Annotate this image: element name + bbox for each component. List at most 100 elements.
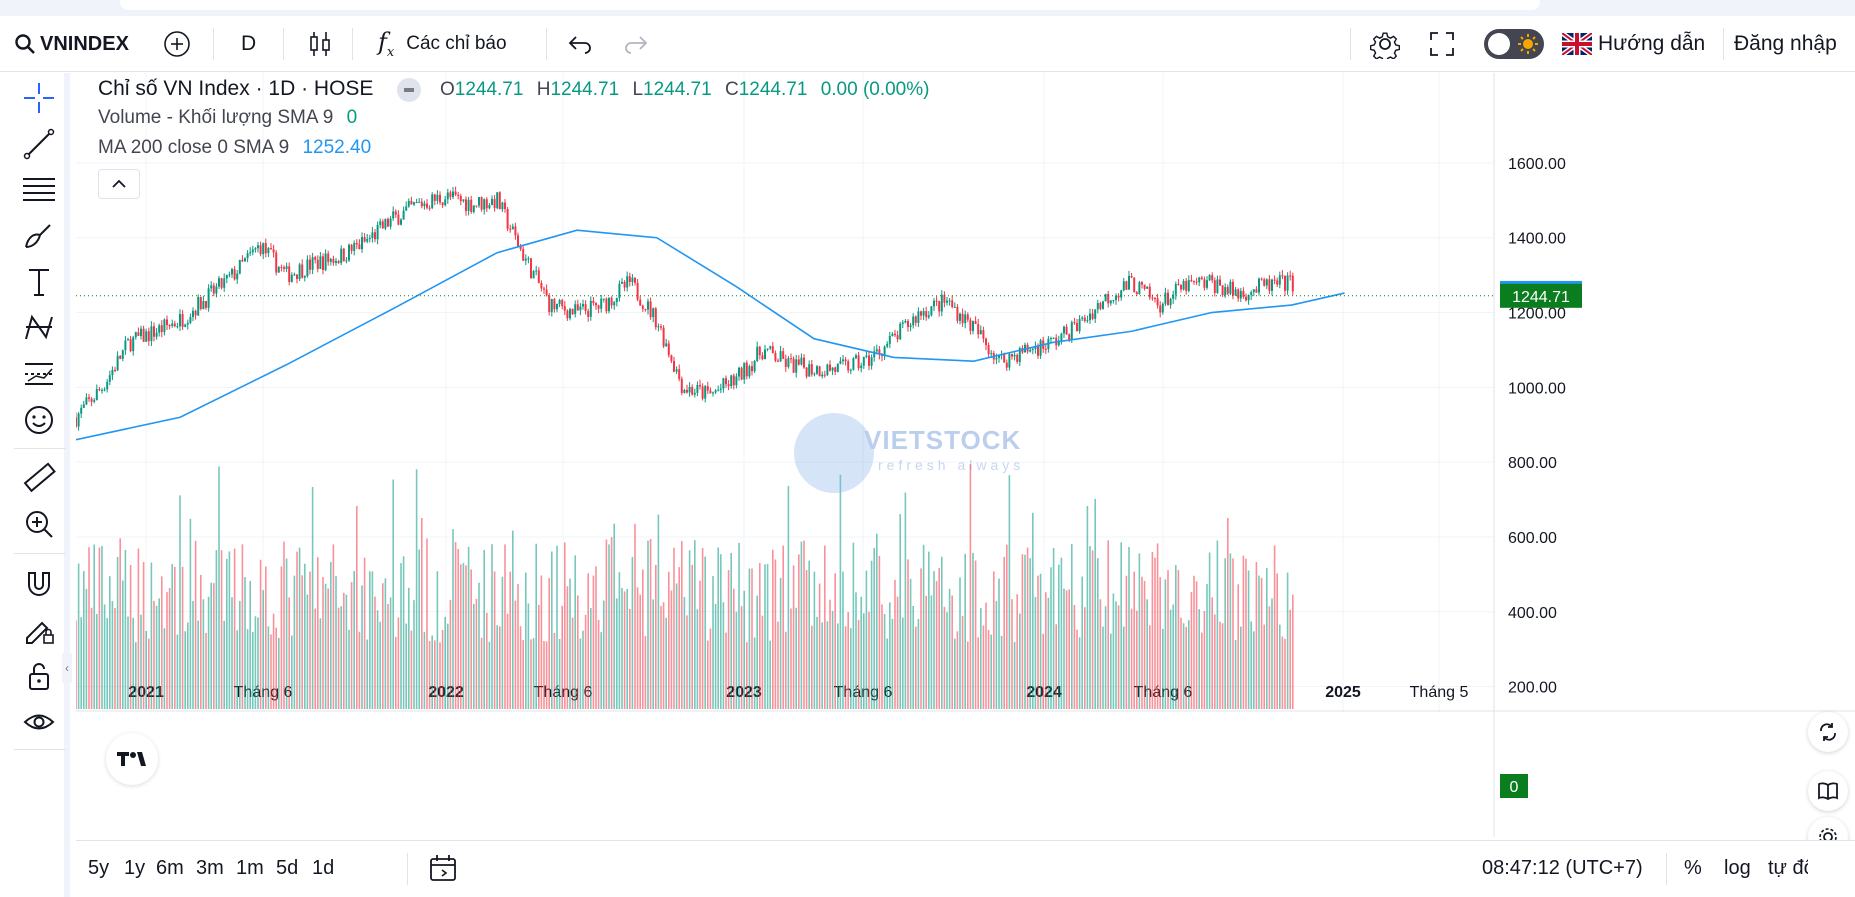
forecast-tool[interactable]	[18, 353, 60, 395]
volume-bar	[124, 549, 127, 709]
candle-body	[519, 246, 522, 250]
candle-body	[634, 277, 636, 283]
crosshair-tool[interactable]	[18, 77, 60, 119]
volume-bar	[943, 606, 946, 709]
last-price-tag: 1244.71	[1512, 289, 1570, 306]
volume-bar	[345, 594, 348, 709]
legend-volume[interactable]: Volume - Khối lượng SMA 9 0	[98, 107, 357, 129]
volume-bar	[1034, 597, 1037, 709]
candle-body	[379, 221, 382, 226]
volume-bar	[111, 601, 114, 709]
brush-tool[interactable]	[18, 215, 60, 257]
volume-bar	[369, 571, 371, 709]
volume-bar	[1268, 606, 1271, 709]
undo-button[interactable]	[567, 26, 593, 62]
volume-bar	[886, 638, 888, 709]
candle-body	[1089, 313, 1091, 321]
candle-body	[808, 364, 811, 377]
clock[interactable]: 08:47:12 (UTC+7)	[1482, 857, 1643, 879]
guide-link[interactable]: Hướng dẫn	[1562, 26, 1705, 62]
candle-body	[914, 316, 917, 323]
candle-body	[418, 201, 421, 203]
volume-bar	[964, 553, 966, 709]
volume-bar	[298, 547, 301, 709]
candle-body	[1086, 320, 1089, 322]
book-button[interactable]	[1808, 771, 1848, 811]
zoom-tool[interactable]	[18, 503, 60, 545]
settings-button[interactable]	[1370, 26, 1400, 62]
candle-body	[433, 194, 436, 201]
range-button-1y[interactable]: 1y	[124, 857, 146, 879]
candle-body	[1180, 284, 1182, 290]
hide-drawings-tool[interactable]	[18, 701, 60, 743]
volume-bar	[1029, 558, 1031, 709]
candle-body	[1219, 279, 1221, 286]
symbol-search[interactable]: VNINDEX	[14, 26, 129, 62]
login-link[interactable]: Đăng nhập	[1734, 32, 1837, 55]
volume-bar	[1260, 577, 1263, 709]
range-button-5y[interactable]: 5y	[88, 857, 110, 879]
candle-body	[246, 253, 249, 259]
chart-type-button[interactable]	[307, 26, 333, 62]
compare-button[interactable]	[163, 26, 191, 62]
zoom-in-icon	[26, 511, 53, 538]
candle-body	[756, 346, 759, 362]
range-button-6m[interactable]: 6m	[156, 857, 184, 879]
range-button-1m[interactable]: 1m	[236, 857, 264, 879]
interval-button[interactable]: D	[241, 32, 257, 55]
candle-body	[329, 258, 332, 262]
lock-drawings-tool[interactable]	[18, 609, 60, 651]
redo-button[interactable]	[623, 26, 649, 62]
volume-bar	[753, 637, 756, 709]
candle-body	[124, 340, 127, 351]
volume-bar	[660, 606, 662, 709]
y-tick-label: 1400.00	[1508, 231, 1566, 248]
candle-body	[1083, 317, 1086, 321]
candle-body	[1159, 305, 1162, 313]
pattern-tool[interactable]	[18, 307, 60, 349]
candle-body	[228, 274, 231, 276]
volume-bar	[608, 544, 610, 709]
volume-bar	[1130, 608, 1133, 709]
volume-bar	[808, 560, 810, 709]
fullscreen-button[interactable]	[1428, 26, 1456, 62]
range-button-3m[interactable]: 3m	[196, 857, 224, 879]
legend-ma[interactable]: MA 200 close 0 SMA 9 1252.40	[98, 137, 371, 159]
volume-bar	[223, 620, 225, 709]
volume-bar	[584, 614, 587, 709]
watermark-subtitle: refresh always	[878, 457, 1025, 473]
compare-symbols-button[interactable]	[1808, 712, 1848, 752]
fib-tool[interactable]	[18, 169, 60, 211]
candle-body	[654, 308, 657, 328]
emoji-tool[interactable]	[18, 399, 60, 441]
percent-toggle[interactable]: %	[1684, 857, 1702, 879]
range-button-5d[interactable]: 5d	[276, 857, 299, 879]
volume-bar	[889, 602, 891, 709]
volume-bar	[535, 543, 537, 709]
goto-date-button[interactable]	[428, 853, 458, 888]
indicators-button[interactable]: fx Các chỉ báo	[378, 26, 507, 62]
measure-tool[interactable]	[18, 457, 60, 499]
unlock-tool[interactable]	[18, 655, 60, 697]
log-toggle[interactable]: log	[1724, 857, 1751, 879]
candle-body	[215, 286, 218, 294]
text-tool[interactable]	[18, 261, 60, 303]
candle-body	[485, 199, 488, 209]
legend-collapse-button[interactable]	[396, 77, 421, 102]
theme-toggle[interactable]	[1484, 26, 1544, 62]
volume-bar	[379, 621, 381, 709]
candle-body	[132, 337, 135, 352]
volume-bar	[1185, 626, 1187, 709]
tradingview-logo[interactable]	[106, 733, 158, 785]
legend-toggle-button[interactable]	[98, 169, 140, 199]
candle-body	[597, 305, 600, 309]
candle-body	[225, 275, 228, 279]
magnet-tool[interactable]	[18, 563, 60, 605]
volume-bar	[717, 547, 719, 709]
collapse-toolbar-handle[interactable]: ‹	[62, 653, 72, 683]
auto-toggle[interactable]: tự động	[1768, 857, 1808, 879]
volume-bar	[1234, 639, 1237, 709]
trendline-tool[interactable]	[18, 123, 60, 165]
candle-body	[381, 221, 384, 229]
range-button-1d[interactable]: 1d	[312, 857, 335, 879]
